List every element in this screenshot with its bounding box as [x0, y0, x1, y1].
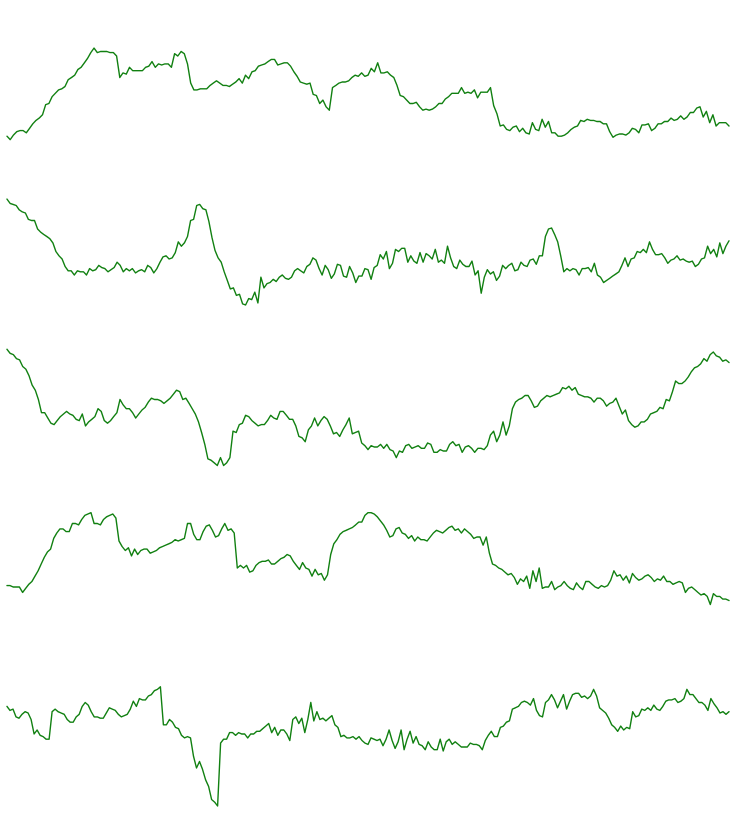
panel-1 — [6, 47, 730, 141]
panel-5 — [6, 686, 730, 807]
panel-4 — [6, 512, 730, 606]
panel-2 — [6, 198, 730, 306]
panel-3 — [6, 348, 730, 467]
series-line-5 — [6, 686, 730, 807]
series-line-1 — [6, 47, 730, 141]
series-line-3 — [6, 348, 730, 467]
series-line-4 — [6, 512, 730, 606]
series-line-2 — [6, 198, 730, 306]
